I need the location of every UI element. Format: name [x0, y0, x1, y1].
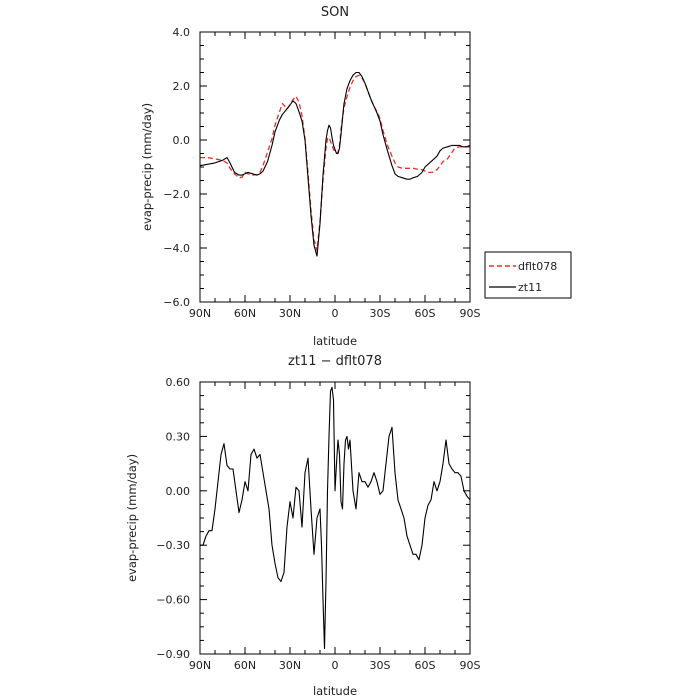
bottom-panel: zt11 − dflt078 90N 60N 30N 0 30S 60S 90S −0.90 −…: [125, 354, 481, 698]
x-tick-label: 90N: [189, 659, 211, 672]
legend-label-dflt078: dflt078: [518, 260, 557, 273]
top-tick-labels: 90N 60N 30N 0 30S 60S 90S −6.0 −4.0 −2.0 0.0 2.0 4.0: [163, 26, 480, 320]
bottom-chart-title: zt11 − dflt078: [288, 354, 382, 369]
bottom-series-line: [200, 386, 471, 650]
x-tick-label: 30S: [370, 307, 391, 320]
legend-box: [484, 251, 572, 299]
x-tick-label: 60S: [415, 307, 436, 320]
top-series: [199, 71, 471, 257]
bottom-ticks: [199, 381, 471, 655]
legend-label-zt11: zt11: [518, 281, 542, 294]
top-y-axis-label: evap-precip (mm/day): [140, 103, 154, 231]
top-chart-title: SON: [321, 5, 349, 20]
x-tick-label: 90S: [460, 307, 481, 320]
y-tick-label: −0.90: [156, 648, 190, 661]
x-tick-label: 60S: [415, 659, 436, 672]
y-tick-label: −0.30: [156, 539, 190, 552]
x-tick-label: 60N: [234, 659, 256, 672]
x-tick-label: 90S: [460, 659, 481, 672]
x-tick-label: 30S: [370, 659, 391, 672]
y-tick-label: 0.0: [173, 134, 191, 147]
y-tick-label: 0.60: [166, 376, 191, 389]
y-tick-label: −6.0: [163, 296, 190, 309]
bottom-series: [200, 386, 471, 650]
top-x-axis-label: latitude: [313, 334, 357, 348]
top-panel: SON 90N 60N 30N 0 30S 60S 90S −6.0 −4.0 −2.0 0.0 2.…: [140, 5, 572, 348]
x-tick-label: 0: [332, 659, 339, 672]
y-tick-label: 4.0: [173, 26, 191, 39]
y-tick-label: −2.0: [163, 188, 190, 201]
y-tick-label: −4.0: [163, 242, 190, 255]
y-tick-label: −0.60: [156, 594, 190, 607]
y-tick-label: 0.30: [166, 430, 191, 443]
bottom-y-axis-label: evap-precip (mm/day): [125, 454, 139, 582]
legend: dflt078 zt11: [484, 251, 572, 299]
bottom-tick-labels: 90N 60N 30N 0 30S 60S 90S −0.90 −0.60 −0.30 0.00 0.…: [156, 376, 480, 672]
top-series-line-zt11: [199, 71, 471, 257]
top-plot-frame: [199, 31, 471, 303]
x-tick-label: 90N: [189, 307, 211, 320]
y-tick-label: 0.00: [166, 485, 191, 498]
x-tick-label: 0: [332, 307, 339, 320]
bottom-x-axis-label: latitude: [313, 684, 357, 698]
x-tick-label: 30N: [279, 659, 301, 672]
y-tick-label: 2.0: [173, 80, 191, 93]
top-series-line-dflt078: [200, 74, 470, 252]
top-ticks: [199, 31, 471, 303]
bottom-plot-frame: [199, 381, 471, 655]
x-tick-label: 60N: [234, 307, 256, 320]
x-tick-label: 30N: [279, 307, 301, 320]
